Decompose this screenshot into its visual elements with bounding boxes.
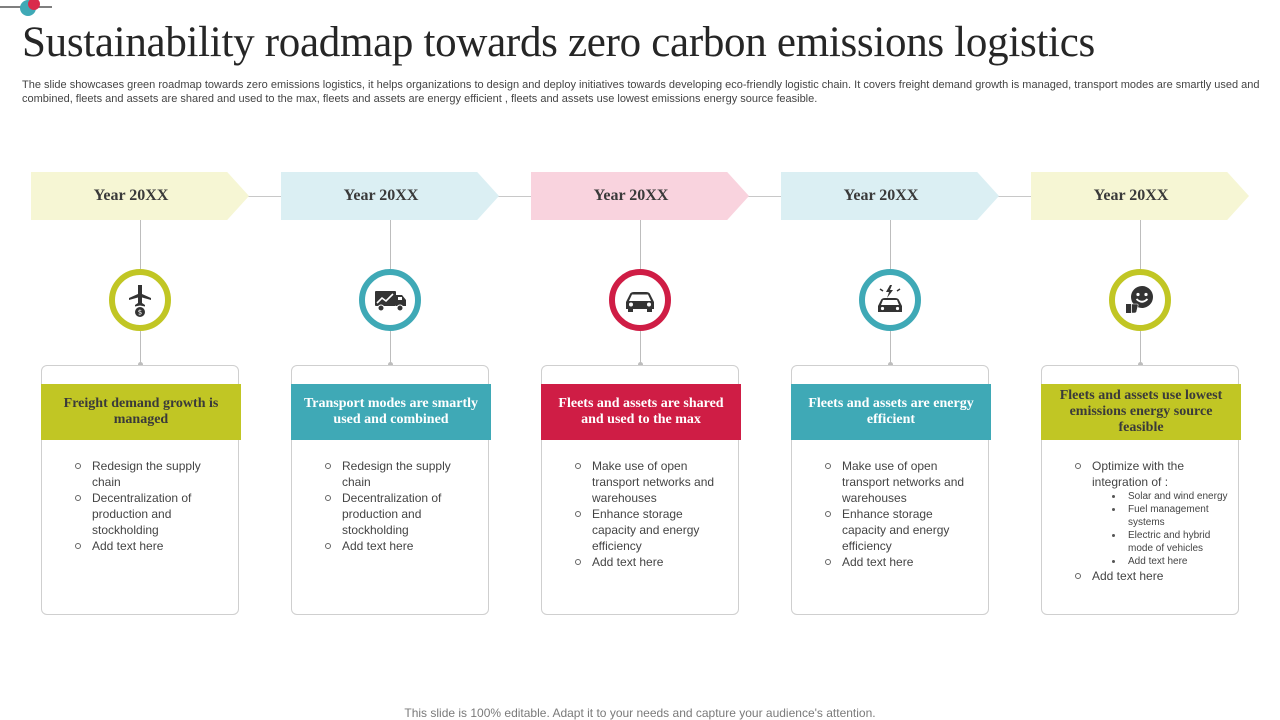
connector-line	[640, 331, 641, 363]
bullet-text: Add text here	[1092, 569, 1164, 583]
bullet-text: Enhance storage capacity and energy effi…	[592, 507, 700, 553]
bullet-item: Add text here	[820, 554, 980, 570]
connector-dot	[638, 362, 643, 367]
year-banner: Year 20XX	[781, 172, 999, 220]
year-banner: Year 20XX	[1031, 172, 1249, 220]
year-banner: Year 20XX	[531, 172, 749, 220]
bullet-text: Redesign the supply chain	[92, 459, 201, 489]
bullet-item: Make use of open transport networks and …	[570, 458, 730, 506]
card-body: Redesign the supply chain Decentralizatio…	[320, 458, 480, 554]
bullet-text: Add text here	[592, 555, 664, 569]
bullet-text: Make use of open transport networks and …	[842, 459, 965, 505]
milestone-card: Freight demand growth is managed Redesign…	[41, 365, 241, 615]
icon-circle	[1109, 269, 1171, 331]
sub-bullet-item: Fuel management systems	[1110, 503, 1230, 529]
card-heading: Freight demand growth is managed	[41, 384, 241, 440]
card-heading: Fleets and assets are shared and used to…	[541, 384, 741, 440]
connector-dot	[888, 362, 893, 367]
card-body: Make use of open transport networks and …	[570, 458, 730, 570]
bullet-list: Make use of open transport networks and …	[820, 458, 980, 570]
bullet-text: Make use of open transport networks and …	[592, 459, 715, 505]
delivery-truck-icon	[375, 291, 406, 312]
bullet-item: Add text here	[320, 538, 480, 554]
bullet-list: Redesign the supply chain Decentralizatio…	[320, 458, 480, 554]
card-body: Make use of open transport networks and …	[820, 458, 980, 570]
sub-bullet-item: Electric and hybrid mode of vehicles	[1110, 529, 1230, 555]
connector-line	[140, 220, 141, 269]
year-label: Year 20XX	[593, 187, 669, 204]
bullet-item: Make use of open transport networks and …	[820, 458, 980, 506]
svg-text:$: $	[138, 309, 142, 317]
footer-note: This slide is 100% editable. Adapt it to…	[404, 706, 876, 720]
airplane-money-icon: $	[129, 285, 151, 317]
sub-bullet-item: Solar and wind energy	[1110, 490, 1230, 503]
logo-mark	[0, 0, 52, 16]
year-label: Year 20XX	[843, 187, 919, 204]
connector-line	[890, 331, 891, 363]
bullet-text: Optimize with the integration of :	[1092, 459, 1185, 489]
bullet-item: Add text here	[570, 554, 730, 570]
connector-line	[140, 331, 141, 363]
year-banner: Year 20XX	[281, 172, 499, 220]
connector-dot	[1138, 362, 1143, 367]
bullet-item: Decentralization of production and stock…	[70, 490, 230, 538]
bullet-item: Redesign the supply chain	[70, 458, 230, 490]
connector-line	[1140, 220, 1141, 269]
connector-line	[640, 220, 641, 269]
icon-circle	[359, 269, 421, 331]
page-title: Sustainability roadmap towards zero carb…	[22, 19, 1095, 66]
milestone-card: Transport modes are smartly used and com…	[291, 365, 491, 615]
bullet-list: Optimize with the integration of : Solar …	[1070, 458, 1230, 584]
year-label: Year 20XX	[343, 187, 419, 204]
bullet-text: Add text here	[92, 539, 164, 553]
bullet-text: Redesign the supply chain	[342, 459, 451, 489]
milestone-card: Fleets and assets are shared and used to…	[541, 365, 741, 615]
sub-bullet-item: Add text here	[1110, 555, 1230, 568]
bullet-item: Enhance storage capacity and energy effi…	[820, 506, 980, 554]
milestone-card: Fleets and assets use lowest emissions e…	[1041, 365, 1241, 615]
year-label: Year 20XX	[93, 187, 169, 204]
icon-circle: $	[109, 269, 171, 331]
card-heading: Transport modes are smartly used and com…	[291, 384, 491, 440]
bullet-text: Add text here	[842, 555, 914, 569]
connector-line	[390, 331, 391, 363]
connector-line	[890, 220, 891, 269]
bullet-item: Add text here	[1070, 568, 1230, 584]
milestone-card: Fleets and assets are energy efficient Ma…	[791, 365, 991, 615]
card-heading: Fleets and assets use lowest emissions e…	[1041, 384, 1241, 440]
year-label: Year 20XX	[1093, 187, 1169, 204]
bullet-text: Decentralization of production and stock…	[342, 491, 442, 537]
bullet-list: Make use of open transport networks and …	[570, 458, 730, 570]
bullet-item: Decentralization of production and stock…	[320, 490, 480, 538]
card-heading: Fleets and assets are energy efficient	[791, 384, 991, 440]
smiley-thumbs-down-icon	[1126, 286, 1153, 314]
connector-line	[1140, 331, 1141, 363]
electric-car-icon	[878, 285, 902, 312]
connector-dot	[138, 362, 143, 367]
connector-dot	[388, 362, 393, 367]
bullet-text: Enhance storage capacity and energy effi…	[842, 507, 950, 553]
card-body: Redesign the supply chain Decentralizatio…	[70, 458, 230, 554]
icon-circle	[609, 269, 671, 331]
bullet-item: Redesign the supply chain	[320, 458, 480, 490]
bullet-item: Enhance storage capacity and energy effi…	[570, 506, 730, 554]
bullet-item: Optimize with the integration of : Solar …	[1070, 458, 1230, 568]
year-banner: Year 20XX	[31, 172, 249, 220]
icon-circle	[859, 269, 921, 331]
bullet-text: Add text here	[342, 539, 414, 553]
sub-bullet-list: Solar and wind energy Fuel management sys…	[1092, 490, 1230, 568]
bullet-list: Redesign the supply chain Decentralizatio…	[70, 458, 230, 554]
connector-line	[390, 220, 391, 269]
bullet-item: Add text here	[70, 538, 230, 554]
card-body: Optimize with the integration of : Solar …	[1070, 458, 1230, 584]
bullet-text: Decentralization of production and stock…	[92, 491, 192, 537]
page-subtitle: The slide showcases green roadmap toward…	[22, 79, 1260, 105]
car-icon	[626, 292, 654, 312]
